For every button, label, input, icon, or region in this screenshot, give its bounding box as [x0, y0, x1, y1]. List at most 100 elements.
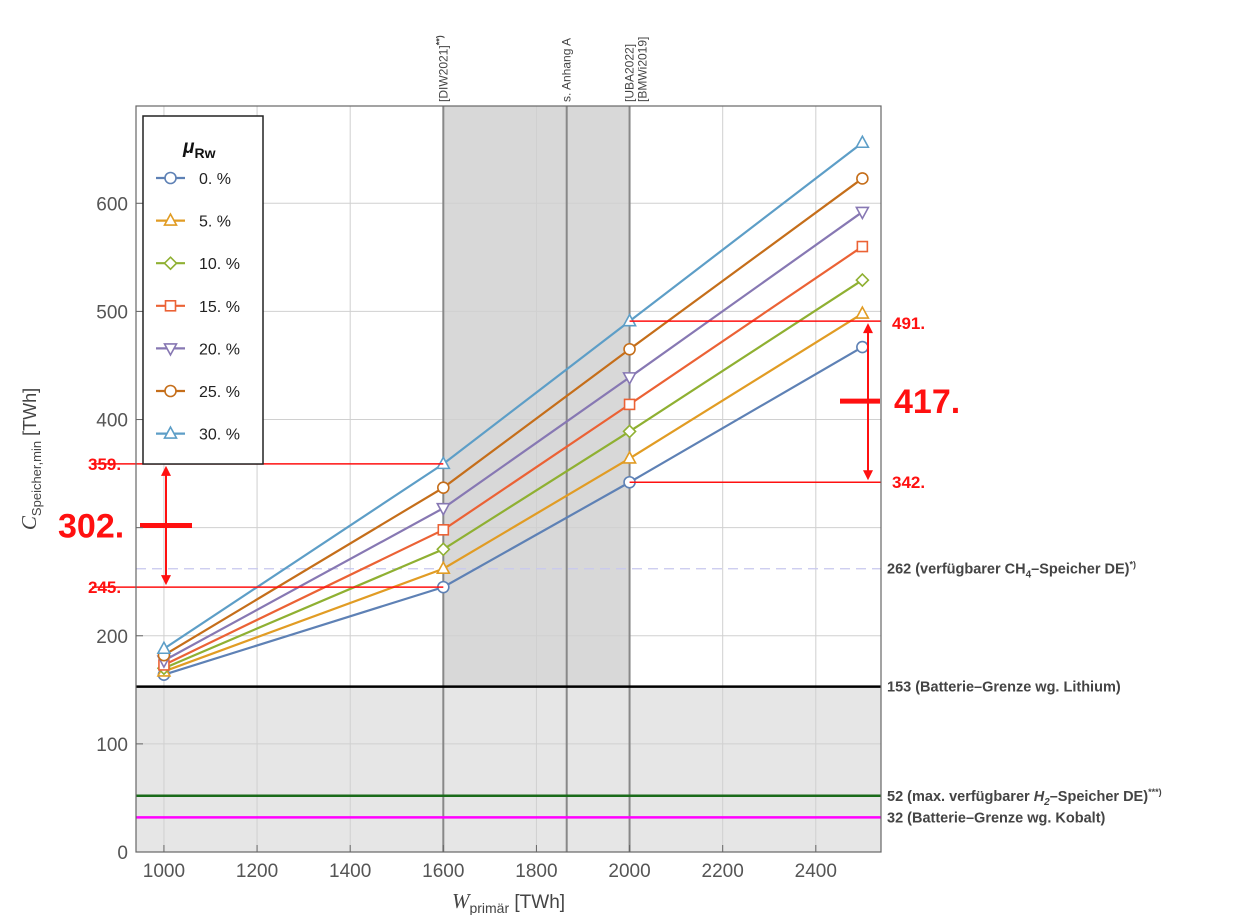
shaded-region-y	[136, 686, 881, 852]
y-tick-label: 600	[96, 194, 128, 215]
vertical-ref-label-main: [UBA2022]	[623, 44, 637, 102]
legend-title-main: μ	[182, 137, 195, 158]
reference-line-label: 32 (Batterie–Grenze wg. Kobalt)	[887, 810, 1106, 826]
data-point	[622, 372, 637, 386]
series-line	[163, 279, 863, 670]
data-point	[156, 640, 172, 655]
data-point	[435, 455, 451, 470]
reference-lines: 262 (verfügbarer CH4–Speicher DE)*)153 (…	[136, 560, 1162, 826]
x-axis-label-main: W	[452, 889, 472, 913]
data-point	[623, 398, 636, 411]
plot-frame	[135, 105, 882, 853]
data-point	[855, 272, 870, 288]
legend-box	[142, 115, 264, 465]
legend-item-label: 10. %	[199, 256, 240, 273]
reference-label-text: 153 (Batterie–Grenze wg. Lithium)	[887, 680, 1121, 696]
x-tick-label: 2200	[702, 861, 744, 882]
reference-line-label: 262 (verfügbarer CH4–Speicher DE)*)	[887, 560, 1136, 581]
legend-item-label: 25. %	[199, 384, 240, 401]
annotation-high-label: 359.	[88, 455, 121, 474]
data-point	[622, 424, 637, 439]
vertical-ref-label: [UBA2022]	[623, 44, 637, 102]
vertical-ref-label: [DIW2021]**)	[434, 35, 450, 102]
data-point	[163, 256, 178, 271]
tick-labels: 1000 1200 1400 1600 1800 2000 2200 2400 0 100 200 4…	[96, 194, 837, 882]
data-point	[163, 343, 178, 357]
annotation-arrowhead	[161, 465, 171, 476]
reference-label-text: 32 (Batterie–Grenze wg. Kobalt)	[887, 810, 1106, 826]
series-line	[163, 141, 864, 650]
reference-line-label: 52 (max. verfügbarer H2–Speicher DE)***)	[887, 787, 1162, 808]
legend-item-label: 5. %	[199, 214, 231, 231]
legend-item-label: 0. %	[199, 171, 231, 188]
reference-line-label: 153 (Batterie–Grenze wg. Lithium)	[887, 680, 1121, 696]
x-axis-label-sub: primär	[469, 900, 509, 915]
reference-label-sup: *)	[1130, 560, 1137, 570]
data-series	[156, 134, 870, 681]
data-point	[435, 502, 451, 517]
reference-label-text: 262 (verfügbarer CH	[887, 562, 1026, 578]
annotation-mid-label: 302.	[58, 507, 124, 545]
data-point	[856, 240, 869, 253]
x-axis-label: Wprimär [TWh]	[452, 889, 565, 915]
data-point	[622, 450, 637, 464]
data-point	[163, 425, 178, 439]
annotations: 359. 245. 302. 491. 342. 417.	[58, 314, 960, 597]
x-tick-label: 1000	[143, 861, 185, 882]
x-tick-label: 1800	[515, 861, 557, 882]
data-point	[856, 172, 869, 185]
annotation-arrowhead	[161, 575, 171, 586]
data-point	[164, 171, 177, 185]
reference-label-text: –Speicher DE)	[1050, 789, 1148, 805]
annotation-arrowhead	[863, 323, 873, 334]
x-tick-label: 2400	[795, 861, 837, 882]
data-point	[163, 212, 178, 226]
reference-label-sub: 4	[1026, 570, 1032, 581]
y-axis-label-unit: [TWh]	[20, 388, 40, 441]
y-tick-label: 400	[96, 411, 128, 432]
data-point	[855, 305, 870, 319]
data-point	[437, 481, 450, 494]
y-axis-label: CSpeicher,min [TWh]	[17, 388, 44, 530]
data-point	[435, 560, 451, 575]
y-tick-label: 500	[96, 302, 128, 323]
y-tick-label: 200	[96, 627, 128, 648]
reference-label-sub: 2	[1043, 797, 1050, 808]
series-line	[163, 245, 863, 666]
series-line	[163, 346, 863, 676]
annotation-high-label: 491.	[892, 314, 925, 333]
annotation-arrowhead	[863, 470, 873, 481]
data-point	[436, 542, 451, 557]
vertical-ref-label-main: s. Anhang A	[560, 38, 574, 102]
annotation-low-label: 245.	[88, 578, 121, 597]
data-point	[622, 312, 637, 327]
x-tick-label: 2000	[608, 861, 650, 882]
x-axis-label-unit: [TWh]	[509, 892, 565, 913]
data-point	[437, 524, 450, 536]
legend: μRw 0. % 5. % 10. % 15. % 20. % 25. % 30. %	[142, 115, 264, 465]
series-line	[163, 177, 864, 657]
legend-title-sub: Rw	[194, 145, 215, 161]
y-tick-label: 100	[96, 735, 128, 756]
data-point	[164, 299, 177, 312]
y-axis-label-main: C	[17, 515, 41, 530]
x-tick-label: 1400	[329, 861, 371, 882]
data-point	[164, 384, 177, 398]
reference-label-text: –Speicher DE)	[1031, 562, 1129, 578]
data-point	[856, 340, 869, 354]
y-axis-label-sub: Speicher,min	[29, 441, 44, 516]
series-line	[163, 211, 864, 662]
vertical-ref-label: s. Anhang A	[560, 38, 574, 102]
vertical-ref-label-main: [DIW2021]	[436, 45, 450, 102]
annotation-mid-label: 417.	[894, 383, 960, 421]
data-point	[855, 134, 870, 149]
legend-title: μRw	[182, 137, 216, 161]
reference-label-text: 52 (max. verfügbarer	[887, 789, 1034, 805]
plot-frame-border	[135, 105, 882, 853]
reference-label-sup: ***)	[1148, 787, 1162, 797]
axis-labels: Wprimär [TWh]CSpeicher,min [TWh]	[17, 388, 565, 915]
legend-item-label: 20. %	[199, 341, 240, 358]
series-line	[163, 312, 863, 673]
x-tick-label: 1600	[422, 861, 464, 882]
